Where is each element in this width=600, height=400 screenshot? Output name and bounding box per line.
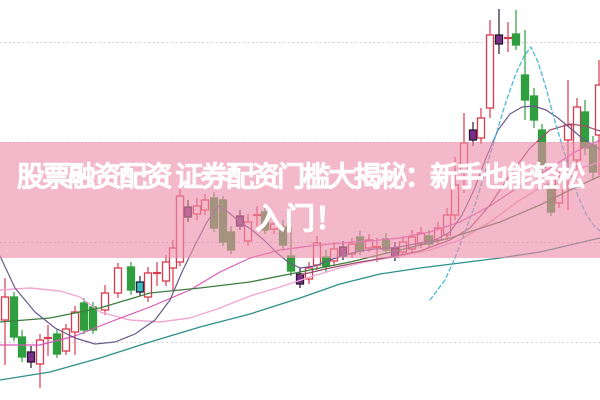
candle-body-up bbox=[61, 328, 71, 352]
headline-line-1: 股票融资配资 证券配资门槛大揭秘：新手也能轻松 bbox=[16, 161, 586, 193]
candle-body-down bbox=[79, 302, 89, 331]
candle-body-down bbox=[520, 74, 530, 101]
candle-body-up bbox=[161, 261, 171, 282]
candle-body-down bbox=[529, 95, 539, 121]
candle-body-up bbox=[35, 339, 45, 365]
candle-body-down bbox=[17, 336, 27, 358]
candle-body-down bbox=[511, 33, 521, 46]
candle-body-dark bbox=[26, 351, 36, 363]
candle-body-down bbox=[580, 111, 590, 149]
candle-body-up bbox=[594, 84, 600, 136]
candle-body-up bbox=[143, 272, 153, 298]
candle-body-dark bbox=[468, 129, 478, 141]
candle-body-up bbox=[70, 311, 80, 333]
candle-body-up bbox=[168, 247, 178, 269]
candle-body-up bbox=[113, 267, 123, 294]
candle-body-up bbox=[100, 292, 110, 311]
ma-purple bbox=[0, 105, 600, 345]
candle-body-up bbox=[476, 117, 486, 139]
candle-body-down bbox=[9, 296, 19, 338]
candle-body-up bbox=[563, 124, 573, 141]
candle-body-dark bbox=[494, 34, 504, 45]
candle-body-up bbox=[0, 296, 10, 321]
headline-line-2: 入门！ bbox=[255, 203, 346, 237]
candle-body-up bbox=[312, 242, 322, 266]
candle-body-cyan bbox=[135, 281, 145, 293]
candle-body-down bbox=[52, 333, 62, 355]
candle-body-down bbox=[126, 266, 136, 291]
headline-text-block: 股票融资配资 证券配资门槛大揭秘：新手也能轻松 入门！ bbox=[0, 156, 600, 242]
candle-body-up bbox=[485, 34, 495, 109]
